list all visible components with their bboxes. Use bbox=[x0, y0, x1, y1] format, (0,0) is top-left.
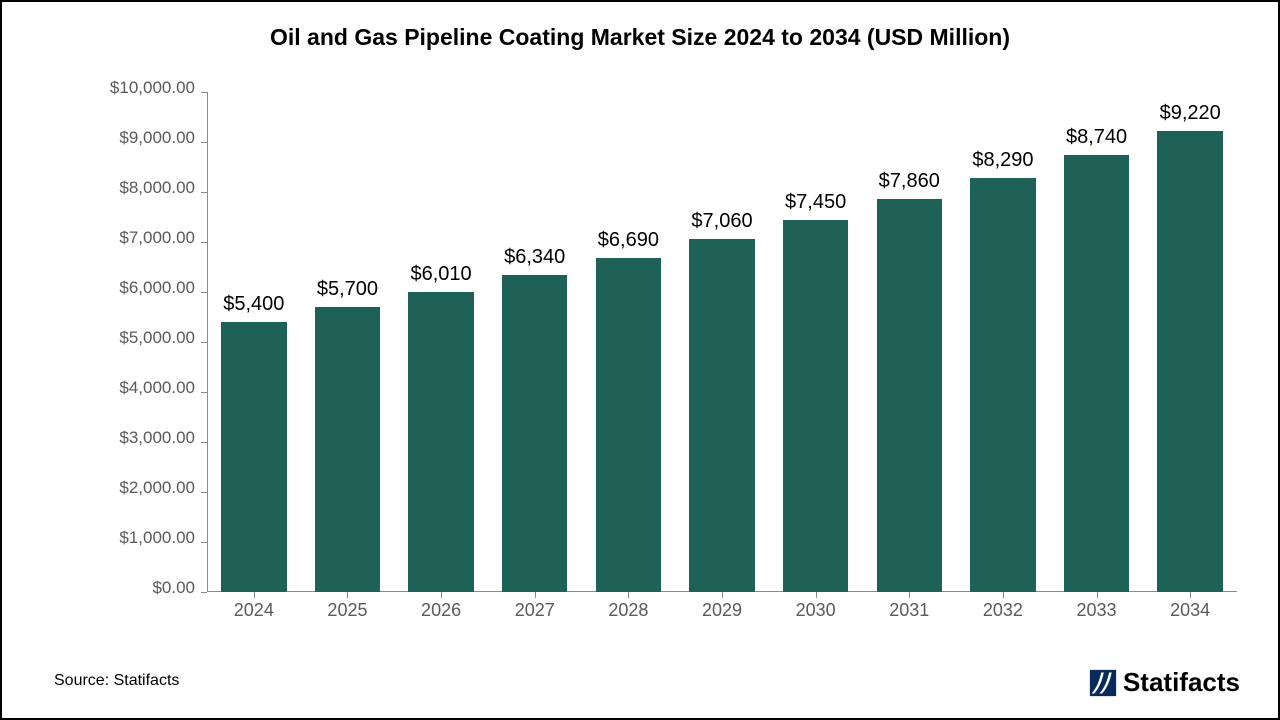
bar bbox=[783, 220, 849, 593]
x-tick-label: 2030 bbox=[796, 600, 836, 621]
x-tick bbox=[722, 592, 723, 598]
chart-title: Oil and Gas Pipeline Coating Market Size… bbox=[2, 24, 1278, 51]
y-tick bbox=[201, 292, 207, 293]
bar-value-label: $5,400 bbox=[223, 293, 284, 316]
bar bbox=[408, 292, 474, 593]
bar-value-label: $5,700 bbox=[317, 278, 378, 301]
y-tick bbox=[201, 242, 207, 243]
y-tick-label: $8,000.00 bbox=[55, 178, 195, 198]
x-tick-label: 2025 bbox=[327, 600, 367, 621]
x-tick bbox=[628, 592, 629, 598]
x-tick-label: 2032 bbox=[983, 600, 1023, 621]
bar-value-label: $8,290 bbox=[972, 149, 1033, 172]
bar bbox=[689, 239, 755, 592]
bar bbox=[315, 307, 381, 592]
y-tick bbox=[201, 192, 207, 193]
y-tick-label: $5,000.00 bbox=[55, 328, 195, 348]
x-tick-label: 2026 bbox=[421, 600, 461, 621]
x-tick-label: 2024 bbox=[234, 600, 274, 621]
y-tick-label: $2,000.00 bbox=[55, 478, 195, 498]
x-tick bbox=[535, 592, 536, 598]
y-axis-line bbox=[207, 92, 208, 592]
y-tick bbox=[201, 392, 207, 393]
y-tick-label: $4,000.00 bbox=[55, 378, 195, 398]
y-tick bbox=[201, 92, 207, 93]
bar bbox=[502, 275, 568, 592]
plot-area: $5,4002024$5,7002025$6,0102026$6,3402027… bbox=[207, 92, 1237, 592]
bar bbox=[1064, 155, 1130, 592]
y-tick bbox=[201, 542, 207, 543]
x-tick bbox=[347, 592, 348, 598]
bar-value-label: $6,690 bbox=[598, 229, 659, 252]
bar-value-label: $7,450 bbox=[785, 191, 846, 214]
x-tick bbox=[441, 592, 442, 598]
chart-frame: Oil and Gas Pipeline Coating Market Size… bbox=[0, 0, 1280, 720]
bar-value-label: $9,220 bbox=[1160, 102, 1221, 125]
bar-value-label: $6,340 bbox=[504, 246, 565, 269]
x-tick bbox=[909, 592, 910, 598]
x-tick-label: 2029 bbox=[702, 600, 742, 621]
x-tick-label: 2034 bbox=[1170, 600, 1210, 621]
y-tick-label: $1,000.00 bbox=[55, 528, 195, 548]
bar bbox=[1157, 131, 1223, 592]
y-tick-label: $3,000.00 bbox=[55, 428, 195, 448]
y-tick-label: $7,000.00 bbox=[55, 228, 195, 248]
y-tick bbox=[201, 592, 207, 593]
brand-text: Statifacts bbox=[1123, 667, 1240, 698]
x-tick-label: 2028 bbox=[608, 600, 648, 621]
y-tick bbox=[201, 442, 207, 443]
y-tick-label: $6,000.00 bbox=[55, 278, 195, 298]
bar bbox=[970, 178, 1036, 593]
bar-value-label: $8,740 bbox=[1066, 126, 1127, 149]
x-tick bbox=[1097, 592, 1098, 598]
y-tick bbox=[201, 342, 207, 343]
x-tick bbox=[1190, 592, 1191, 598]
brand-logo-icon bbox=[1089, 669, 1117, 697]
source-text: Source: Statifacts bbox=[54, 672, 179, 690]
x-tick-label: 2031 bbox=[889, 600, 929, 621]
x-tick-label: 2027 bbox=[515, 600, 555, 621]
y-tick-label: $9,000.00 bbox=[55, 128, 195, 148]
x-tick-label: 2033 bbox=[1077, 600, 1117, 621]
bar-value-label: $7,860 bbox=[879, 170, 940, 193]
y-tick-label: $10,000.00 bbox=[55, 78, 195, 98]
x-tick bbox=[816, 592, 817, 598]
bar bbox=[596, 258, 662, 593]
brand-block: Statifacts bbox=[1089, 667, 1240, 698]
bar-value-label: $7,060 bbox=[691, 210, 752, 233]
bar bbox=[877, 199, 943, 592]
y-tick bbox=[201, 142, 207, 143]
bar-value-label: $6,010 bbox=[410, 263, 471, 286]
y-tick-label: $0.00 bbox=[55, 578, 195, 598]
bar bbox=[221, 322, 287, 592]
y-tick bbox=[201, 492, 207, 493]
x-tick bbox=[254, 592, 255, 598]
x-tick bbox=[1003, 592, 1004, 598]
